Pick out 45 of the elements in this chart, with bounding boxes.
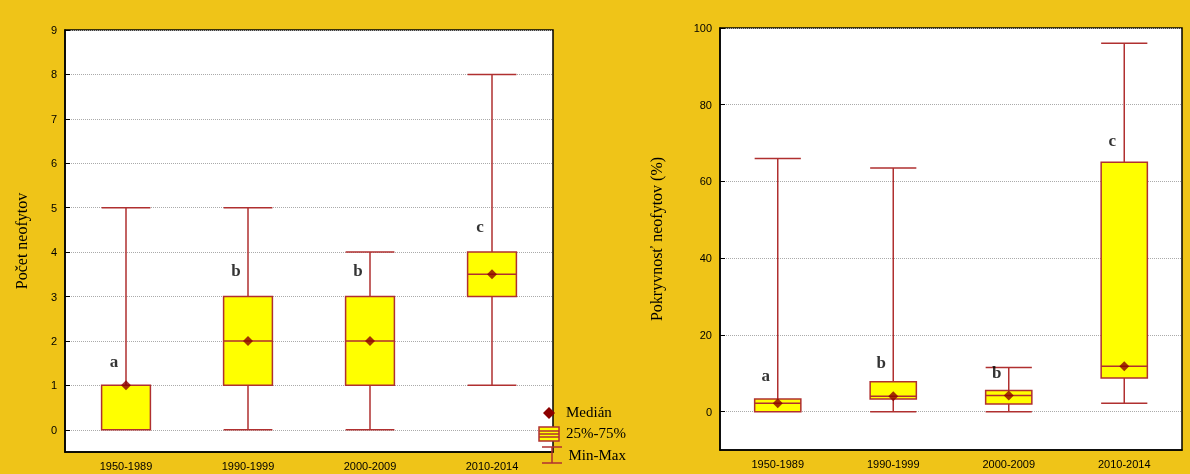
point (772, 398, 783, 409)
x-tick-label: 2010-2014 (1097, 457, 1151, 470)
x-tick-label: 2000-2009 (982, 457, 1036, 470)
y-axis-title: Pokryvnosť neofytov (%) (647, 156, 666, 322)
y-tick-label: 5 (50, 201, 57, 214)
y-tick-label: 7 (50, 112, 57, 125)
point (243, 335, 253, 346)
y-tick-label: 4 (50, 246, 57, 259)
y-tick-label: 3 (50, 290, 57, 303)
text: Min-Max (568, 446, 626, 464)
x-tick-label: 1950-1989 (99, 459, 153, 472)
annotation: a (761, 365, 771, 385)
y-tick-label: 100 (693, 22, 712, 34)
point (1119, 361, 1130, 372)
legend-label: 25%-75% (566, 425, 626, 442)
y-tick-label: 1 (50, 379, 57, 392)
y-tick-label: 40 (699, 252, 712, 265)
point (487, 269, 497, 280)
x-tick-label: 2000-2009 (343, 459, 397, 472)
y-tick-label: 2 (50, 334, 57, 347)
annotation: a (109, 352, 119, 372)
x-tick-label: 1990-1999 (866, 457, 920, 470)
y-tick-label: 9 (50, 24, 57, 36)
y-tick-label: 60 (699, 175, 712, 188)
y-tick-label: 80 (699, 98, 712, 111)
y-tick-label: 6 (50, 157, 57, 170)
annotation: b (992, 362, 1002, 382)
annotation: c (476, 216, 485, 236)
point (121, 380, 131, 391)
point (365, 335, 375, 346)
point (888, 391, 899, 402)
y-tick-label: 8 (50, 68, 57, 81)
annotation: c (1108, 130, 1117, 150)
point (1003, 390, 1014, 401)
legend-label: Medián (566, 404, 612, 421)
annotation: b (231, 260, 241, 280)
annotation: b (353, 260, 363, 280)
y-tick-label: 20 (699, 328, 712, 341)
x-tick-label: 2010-2014 (465, 459, 519, 472)
y-tick-label: 0 (705, 405, 712, 418)
x-tick-label: 1990-1999 (221, 459, 275, 472)
x-tick-label: 1950-1989 (751, 457, 805, 470)
y-axis-title: Počet neofytov (12, 192, 31, 290)
y-tick-label: 0 (50, 423, 57, 436)
annotation: b (876, 352, 886, 372)
